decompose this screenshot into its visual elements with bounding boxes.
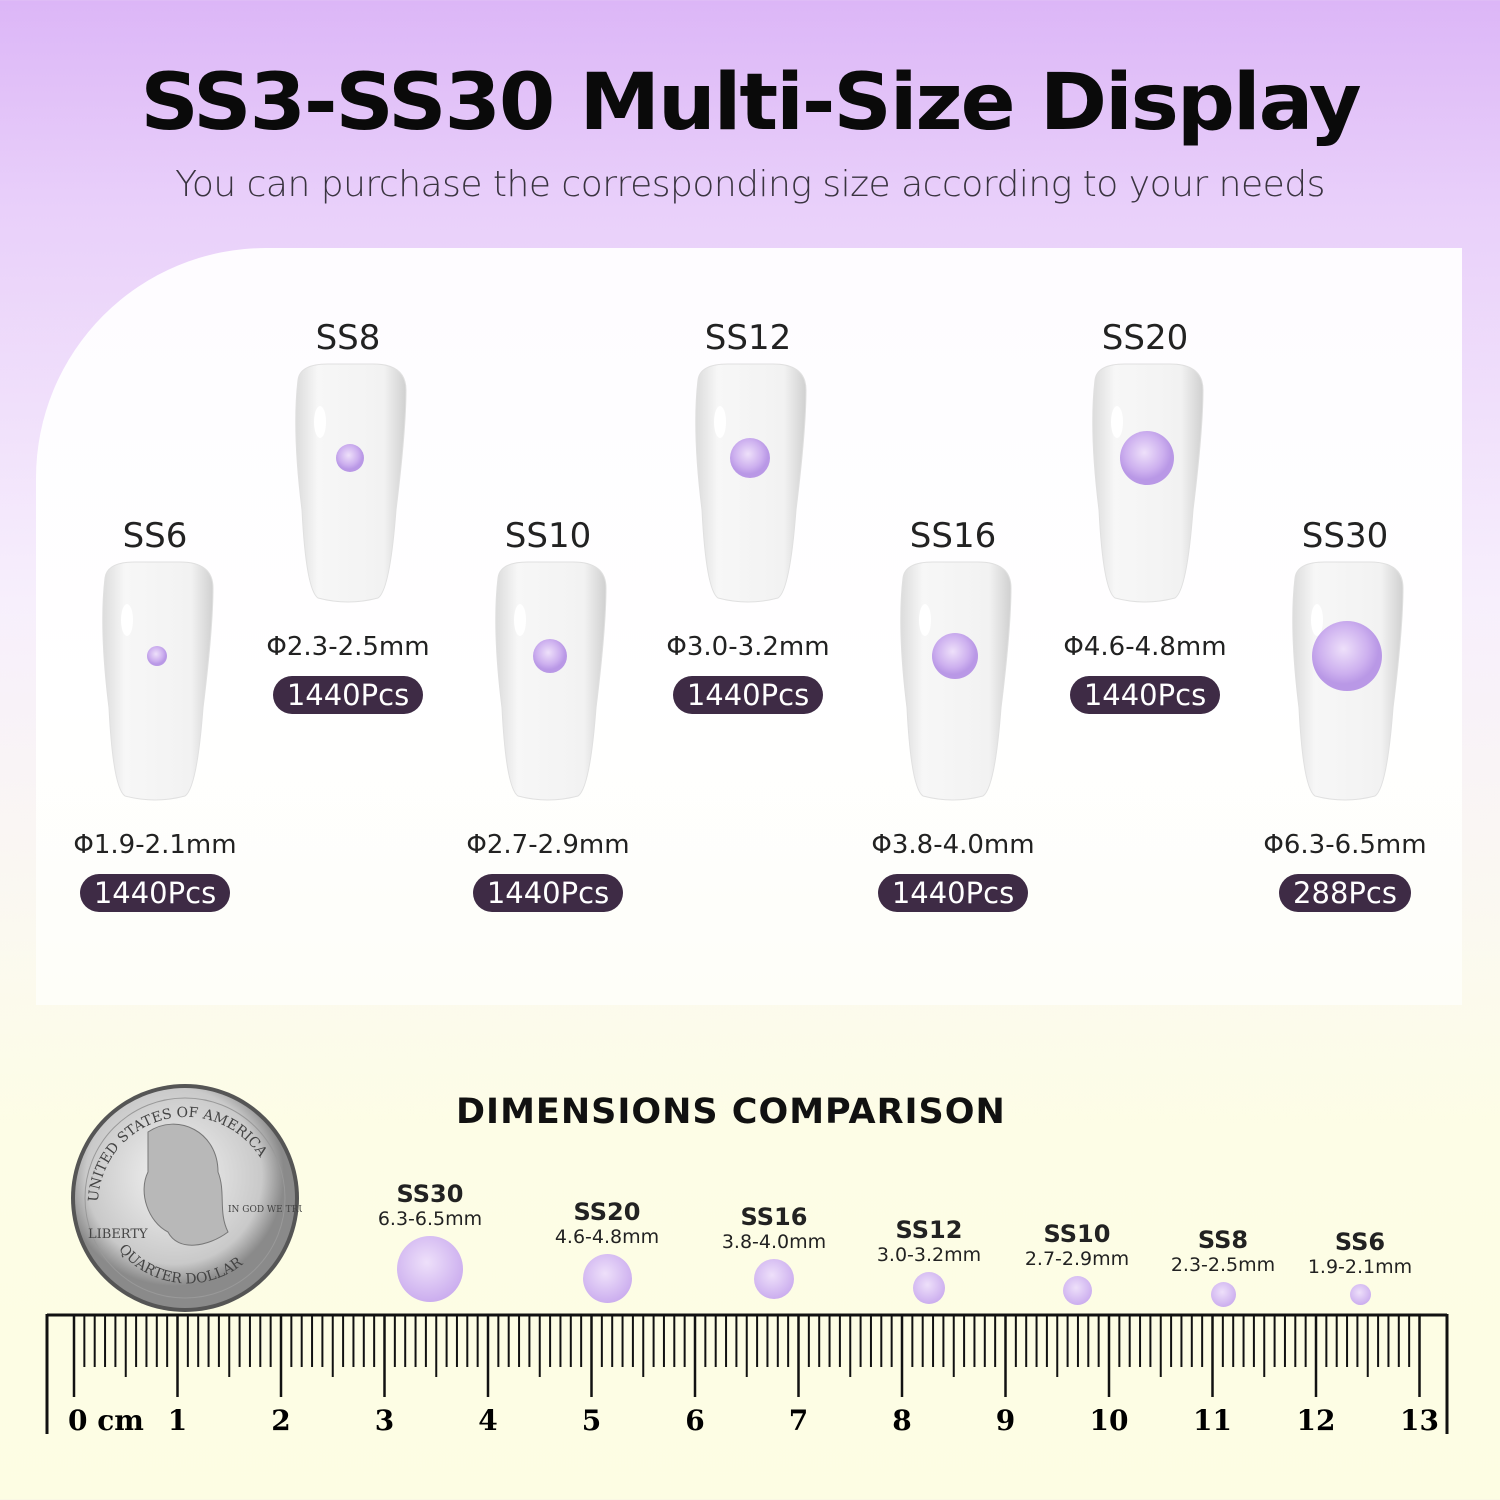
rhinestone-sample: [1210, 1282, 1236, 1307]
comparison-item-ss30: SS30 6.3-6.5mm: [360, 1180, 500, 1302]
diameter-label: Φ2.3-2.5mm: [266, 632, 430, 662]
ruler-label: 5: [582, 1404, 601, 1437]
rhinestone-sample: [1062, 1276, 1092, 1305]
quantity-badge: 1440Pcs: [472, 874, 624, 912]
ruler-label: 13: [1400, 1404, 1439, 1437]
ruler-label: 10: [1090, 1404, 1129, 1437]
size-label: SS8: [315, 318, 381, 358]
comparison-diameter: 1.9-2.1mm: [1307, 1256, 1413, 1278]
comparison-size: SS12: [895, 1216, 963, 1244]
ruler-label: 9: [996, 1404, 1015, 1437]
comparison-diameter: 4.6-4.8mm: [554, 1226, 660, 1248]
rhinestone: [1120, 431, 1174, 485]
comparison-diameter: 3.8-4.0mm: [721, 1231, 827, 1253]
size-item-ss16: SS16 Φ3.8-4.0mm 1440Pcs: [833, 516, 1073, 912]
size-label: SS12: [704, 318, 792, 358]
rhinestone: [147, 646, 167, 666]
quantity-badge: 1440Pcs: [1069, 676, 1221, 714]
comparison-title: DIMENSIONS COMPARISON: [456, 1092, 1006, 1132]
nail-tip-image: [495, 561, 607, 801]
ruler-label: 7: [789, 1404, 808, 1437]
comparison-diameter: 3.0-3.2mm: [876, 1244, 982, 1266]
ruler-label: 6: [685, 1404, 704, 1437]
comparison-diameter: 6.3-6.5mm: [377, 1208, 483, 1230]
size-label: SS30: [1301, 516, 1389, 556]
rhinestone: [730, 438, 770, 478]
page-title: SS3-SS30 Multi-Size Display: [140, 58, 1361, 148]
rhinestone: [932, 633, 978, 679]
comparison-size: SS10: [1043, 1220, 1111, 1248]
comparison-size: SS8: [1197, 1226, 1249, 1254]
comparison-size: SS30: [396, 1180, 464, 1208]
quantity-badge: 288Pcs: [1279, 874, 1411, 912]
comparison-diameter: 2.3-2.5mm: [1170, 1254, 1276, 1276]
ruler-label: 12: [1297, 1404, 1336, 1437]
comparison-item-ss20: SS20 4.6-4.8mm: [537, 1198, 677, 1303]
ruler: 0 cm 1 2 3 4 5 6 7 8 9 10 11 12 13: [45, 1313, 1449, 1437]
comparison-diameter: 2.7-2.9mm: [1024, 1248, 1130, 1270]
rhinestone: [1312, 621, 1382, 691]
rhinestone-sample: [1349, 1284, 1371, 1305]
diameter-label: Φ4.6-4.8mm: [1063, 632, 1227, 662]
size-item-ss8: SS8 Φ2.3-2.5mm 1440Pcs: [228, 318, 468, 714]
comparison-size: SS6: [1334, 1228, 1386, 1256]
coin-text-motto: IN GOD WE TRUST: [228, 1205, 302, 1215]
size-item-ss30: SS30 Φ6.3-6.5mm 288Pcs: [1225, 516, 1465, 912]
size-label: SS20: [1101, 318, 1189, 358]
quarter-coin-image: UNITED STATES OF AMERICA LIBERTY IN GOD …: [71, 1084, 302, 1312]
quantity-badge: 1440Pcs: [79, 874, 231, 912]
diameter-label: Φ1.9-2.1mm: [73, 830, 237, 860]
diameter-label: Φ3.8-4.0mm: [871, 830, 1035, 860]
diameter-label: Φ3.0-3.2mm: [666, 632, 830, 662]
nail-tip-image: [695, 363, 807, 603]
nail-tip-image: [102, 561, 214, 801]
diameter-label: Φ2.7-2.9mm: [466, 830, 630, 860]
coin-text-liberty: LIBERTY: [88, 1227, 148, 1242]
size-item-ss10: SS10 Φ2.7-2.9mm 1440Pcs: [428, 516, 668, 912]
quantity-badge: 1440Pcs: [877, 874, 1029, 912]
comparison-item-ss16: SS16 3.8-4.0mm: [704, 1203, 844, 1299]
rhinestone-sample: [913, 1272, 945, 1304]
rhinestone-sample: [754, 1259, 794, 1299]
nail-tip-image: [295, 363, 407, 603]
rhinestone-sample: [397, 1236, 463, 1302]
size-label: SS6: [122, 516, 188, 556]
size-label: SS16: [909, 516, 997, 556]
rhinestone: [533, 639, 567, 673]
ruler-label: 11: [1193, 1404, 1232, 1437]
comparison-item-ss8: SS8 2.3-2.5mm: [1153, 1226, 1293, 1307]
ruler-label: 4: [478, 1404, 497, 1437]
rhinestone: [336, 444, 364, 472]
size-item-ss6: SS6 Φ1.9-2.1mm 1440Pcs: [35, 516, 275, 912]
rhinestone-sample: [582, 1254, 632, 1303]
size-label: SS10: [504, 516, 592, 556]
ruler-label: 3: [375, 1404, 394, 1437]
ruler-label: 8: [892, 1404, 911, 1437]
comparison-item-ss10: SS10 2.7-2.9mm: [1007, 1220, 1147, 1305]
comparison-size: SS16: [740, 1203, 808, 1231]
comparison-item-ss6: SS6 1.9-2.1mm: [1290, 1228, 1430, 1305]
nail-tip-image: [1092, 363, 1204, 603]
size-item-ss20: SS20 Φ4.6-4.8mm 1440Pcs: [1025, 318, 1265, 714]
nail-tip-image: [900, 561, 1012, 801]
ruler-label: 2: [271, 1404, 290, 1437]
quantity-badge: 1440Pcs: [672, 676, 824, 714]
diameter-label: Φ6.3-6.5mm: [1263, 830, 1427, 860]
size-item-ss12: SS12 Φ3.0-3.2mm 1440Pcs: [628, 318, 868, 714]
nail-tip-image: [1292, 561, 1404, 801]
comparison-item-ss12: SS12 3.0-3.2mm: [859, 1216, 999, 1304]
ruler-label: 0 cm: [68, 1404, 144, 1437]
comparison-size: SS20: [573, 1198, 641, 1226]
ruler-label: 1: [168, 1404, 187, 1437]
page-subtitle: You can purchase the corresponding size …: [175, 164, 1325, 205]
quantity-badge: 1440Pcs: [272, 676, 424, 714]
